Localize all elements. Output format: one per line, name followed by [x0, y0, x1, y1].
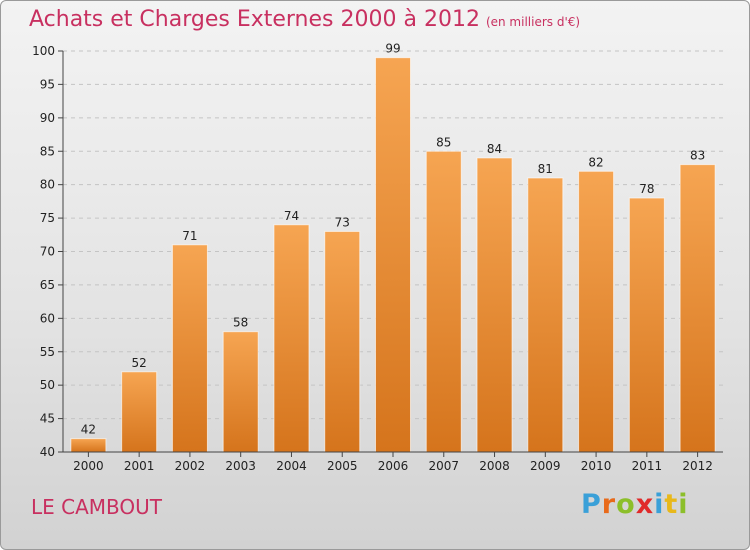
x-tick-label-2008: 2008: [479, 459, 510, 473]
y-tick-label: 45: [40, 412, 55, 426]
x-tick-label-2011: 2011: [632, 459, 663, 473]
x-tick-label-2006: 2006: [378, 459, 409, 473]
data-label-2001: 52: [132, 356, 147, 370]
proxiti-logo: Proxiti: [581, 489, 689, 520]
bar-2007: [425, 150, 462, 453]
bar-2005: [324, 230, 361, 453]
data-label-2003: 58: [233, 316, 248, 330]
bar-2009: [527, 177, 564, 453]
data-label-2002: 71: [182, 229, 197, 243]
data-label-2004: 74: [284, 209, 299, 223]
bar-2008: [476, 157, 513, 453]
y-tick-label: 50: [40, 378, 55, 392]
data-label-2009: 81: [538, 162, 553, 176]
chart-subtitle: (en milliers d'€): [485, 15, 581, 29]
y-tick-label: 100: [32, 44, 55, 58]
y-tick-label: 95: [40, 77, 55, 91]
bar-2000: [70, 438, 107, 453]
y-tick-label: 70: [40, 245, 55, 259]
data-label-2011: 78: [639, 182, 654, 196]
data-label-2008: 84: [487, 142, 502, 156]
x-tick-label-2001: 2001: [124, 459, 155, 473]
chart-title: Achats et Charges Externes 2000 à 2012 (e…: [29, 7, 580, 32]
x-tick-label-2010: 2010: [581, 459, 612, 473]
y-tick-label: 90: [40, 111, 55, 125]
data-label-2007: 85: [436, 135, 451, 149]
bar-2012: [679, 164, 716, 453]
y-tick-label: 40: [40, 445, 55, 459]
data-label-2006: 99: [385, 42, 400, 56]
x-tick-label-2009: 2009: [530, 459, 561, 473]
x-tick-label-2003: 2003: [225, 459, 256, 473]
x-tick-label-2005: 2005: [327, 459, 358, 473]
data-label-2005: 73: [335, 215, 350, 229]
data-label-2010: 82: [588, 155, 603, 169]
y-tick-label: 85: [40, 144, 55, 158]
y-tick-label: 80: [40, 178, 55, 192]
x-tick-label-2004: 2004: [276, 459, 307, 473]
y-tick-label: 55: [40, 345, 55, 359]
x-tick-label-2007: 2007: [428, 459, 459, 473]
bar-2011: [628, 197, 665, 453]
y-tick-label: 65: [40, 278, 55, 292]
data-label-2000: 42: [81, 423, 96, 437]
x-tick-label-2000: 2000: [73, 459, 104, 473]
bar-2002: [171, 244, 208, 453]
data-label-2012: 83: [690, 149, 705, 163]
bar-2004: [273, 224, 310, 453]
bar-2001: [121, 371, 158, 453]
commune-name: LE CAMBOUT: [31, 495, 163, 519]
y-tick-label: 75: [40, 211, 55, 225]
bar-2010: [578, 170, 615, 453]
bar-2003: [222, 331, 259, 453]
bar-2006: [375, 57, 411, 453]
chart-title-text: Achats et Charges Externes 2000 à 2012: [29, 7, 480, 32]
x-tick-label-2012: 2012: [682, 459, 713, 473]
x-tick-label-2002: 2002: [175, 459, 206, 473]
y-tick-label: 60: [40, 311, 55, 325]
